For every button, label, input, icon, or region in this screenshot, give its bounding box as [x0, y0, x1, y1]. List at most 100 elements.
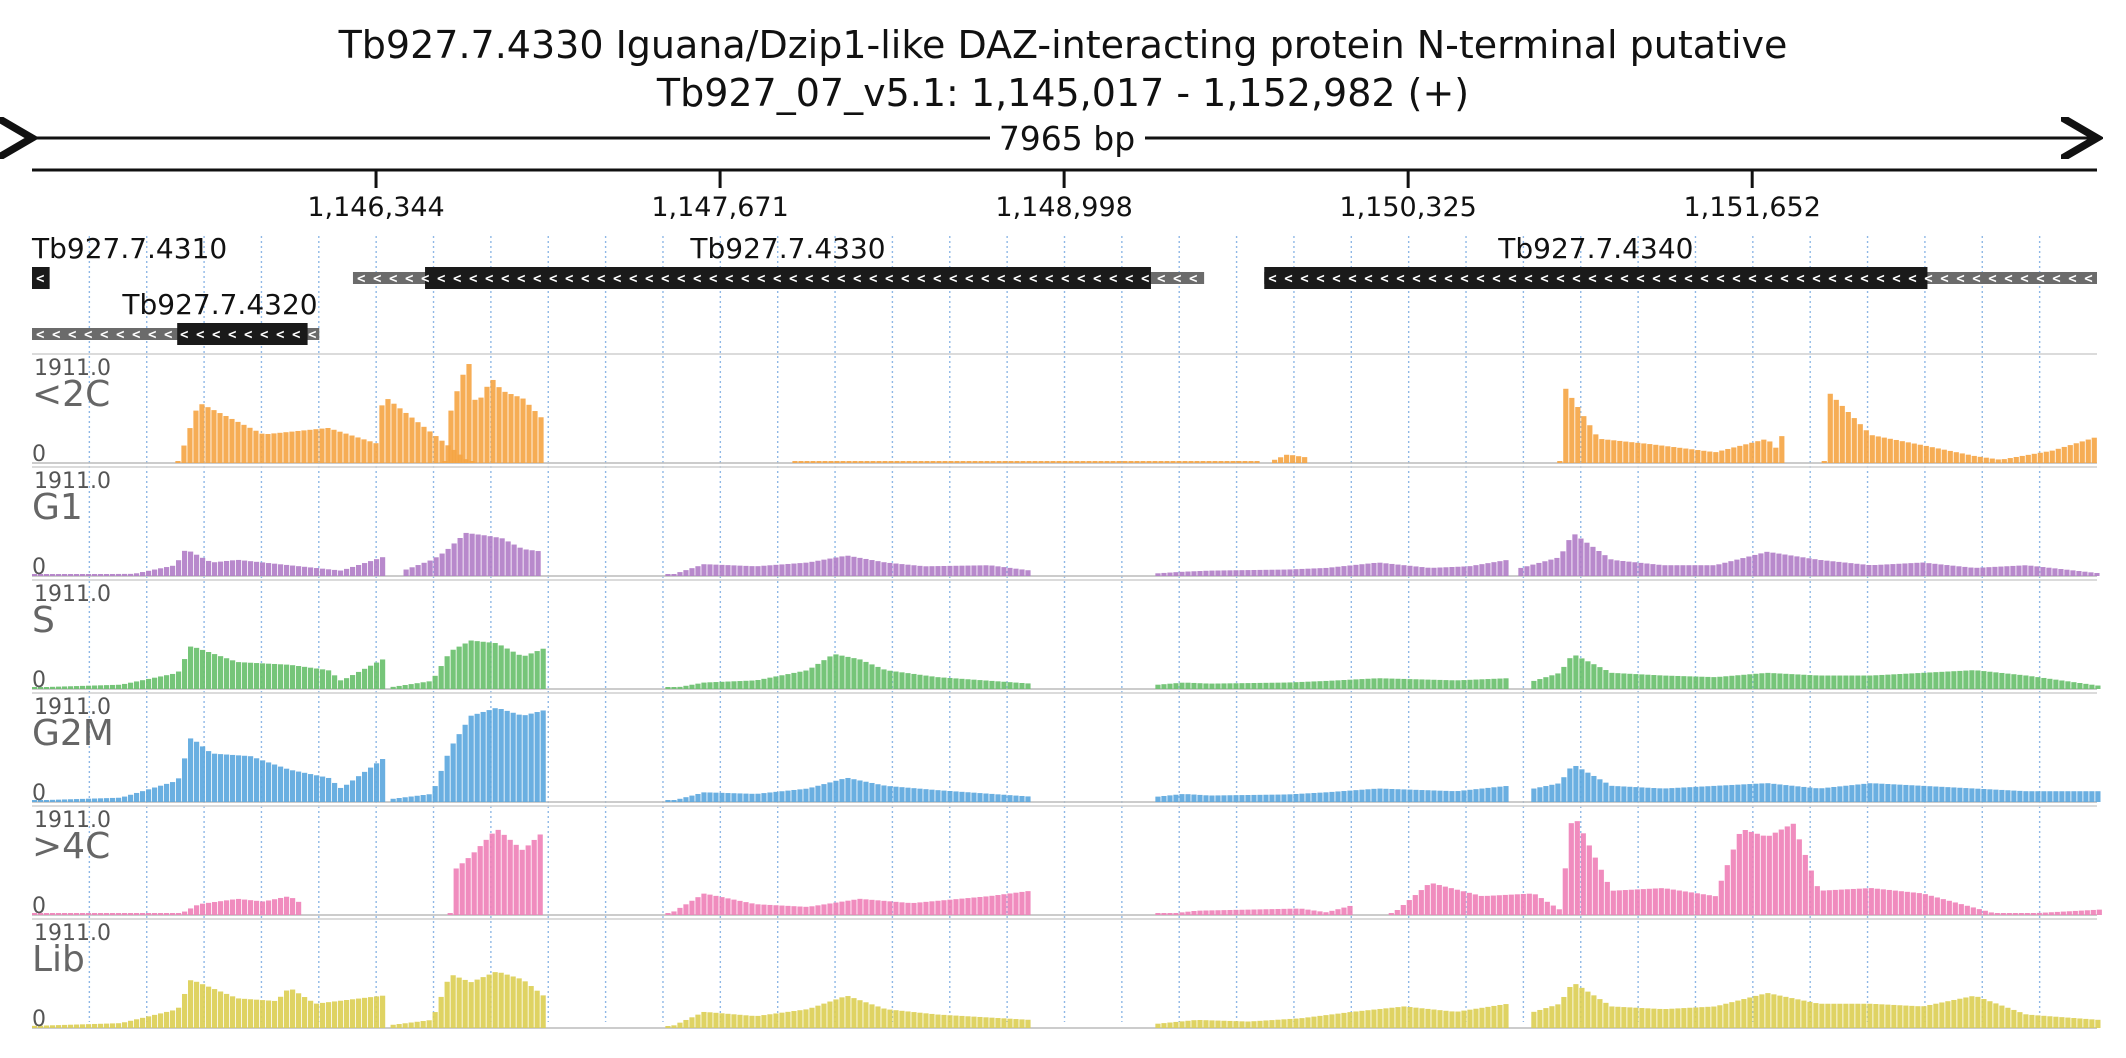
coverage-bar [809, 561, 815, 576]
coverage-bar [1604, 881, 1610, 915]
coverage-bar [1743, 444, 1749, 463]
coverage-bar [977, 565, 983, 576]
coverage-bar [1741, 784, 1747, 802]
coverage-bar [689, 684, 695, 689]
coverage-bar [1921, 1006, 1927, 1028]
coverage-bar [56, 574, 62, 576]
coverage-bar [493, 537, 499, 576]
coverage-bar [1634, 889, 1640, 915]
coverage-bar [1903, 673, 1909, 689]
coverage-bar [368, 561, 374, 576]
coverage-bar [176, 671, 182, 689]
coverage-bar [995, 895, 1001, 915]
coverage-bar [1801, 1000, 1807, 1028]
coverage-bar [767, 565, 773, 576]
coverage-bar [266, 563, 272, 576]
coverage-bar [1449, 791, 1455, 802]
coverage-bar [954, 461, 960, 463]
coverage-bar [857, 780, 863, 802]
coverage-bar [525, 845, 531, 915]
coverage-bar [1491, 1005, 1497, 1028]
coverage-bar [1146, 461, 1152, 463]
coverage-bar [1542, 561, 1548, 576]
coverage-bar [990, 461, 996, 463]
coverage-bar [1383, 788, 1389, 802]
coverage-bar [1245, 570, 1251, 576]
coverage-bar [785, 905, 791, 915]
coverage-bar [98, 1023, 104, 1028]
coverage-bar [1502, 894, 1508, 915]
coverage-bar [2012, 913, 2018, 915]
coverage-bar [1413, 789, 1419, 802]
coverage-bar [182, 993, 188, 1028]
coverage-bar [995, 681, 1001, 689]
coverage-bar [1191, 1020, 1197, 1028]
coverage-bar [1923, 445, 1929, 463]
coverage-bar [468, 715, 474, 802]
coverage-bar [511, 544, 517, 576]
coverage-bar [893, 1010, 899, 1028]
coverage-bar [1754, 833, 1760, 915]
coverage-bar [122, 913, 128, 915]
coverage-bar [822, 461, 828, 463]
coverage-bar [965, 898, 971, 915]
coverage-bar [1767, 441, 1773, 463]
coverage-bar [199, 404, 205, 463]
coverage-bar [290, 989, 296, 1028]
coverage-bar [1908, 563, 1914, 576]
coverage-bar [1627, 786, 1633, 802]
coverage-bar [403, 412, 409, 463]
coverage-bar [1771, 994, 1777, 1028]
coverage-bar [1575, 407, 1581, 463]
coverage-bar [875, 1006, 881, 1028]
coverage-bar [522, 981, 528, 1028]
coverage-bar [86, 798, 92, 802]
strand-arrow: < [1093, 271, 1101, 287]
coverage-bar [1695, 450, 1701, 463]
coverage-bar [1633, 787, 1639, 802]
strand-arrow: < [741, 271, 749, 287]
coverage-bar [1293, 682, 1299, 689]
coverage-bar [538, 417, 544, 463]
strand-arrow: < [164, 327, 172, 343]
coverage-bar [134, 1019, 140, 1028]
strand-arrow: < [1300, 271, 1308, 287]
coverage-bar [971, 1016, 977, 1028]
coverage-bar [1848, 563, 1854, 576]
coverage-bar [1555, 1004, 1561, 1028]
coverage-bar [1407, 679, 1413, 689]
coverage-bar [911, 788, 917, 802]
coverage-bar [1347, 1012, 1353, 1028]
coverage-bar [1580, 833, 1586, 915]
coverage-bar [2077, 1018, 2083, 1028]
coverage-bar [2078, 910, 2084, 915]
coverage-bar [134, 681, 140, 689]
coverage-bar [355, 437, 361, 463]
coverage-bar [737, 565, 743, 576]
coverage-bar [98, 685, 104, 689]
coverage-bar [442, 461, 448, 463]
coverage-bar [380, 759, 386, 802]
coverage-bar [882, 461, 888, 463]
coverage-bar [1311, 910, 1317, 915]
coverage-bar [1875, 436, 1881, 463]
strand-arrow: < [1652, 271, 1660, 287]
coverage-bar [1765, 672, 1771, 689]
coverage-bar [767, 792, 773, 802]
coverage-bar [989, 793, 995, 802]
coverage-bar [1197, 910, 1203, 915]
coverage-bar [368, 767, 374, 802]
coverage-bar [2029, 1014, 2035, 1028]
coverage-bar [1952, 902, 1958, 915]
strand-arrow: < [981, 271, 989, 287]
coverage-bar [1748, 831, 1754, 915]
strand-arrow: < [1636, 271, 1644, 287]
coverage-bar [875, 666, 881, 689]
coverage-bar [833, 654, 839, 689]
coverage-bar [701, 792, 707, 802]
coverage-bar [74, 1024, 80, 1028]
coverage-bar [1209, 570, 1215, 576]
coverage-bar [1341, 1012, 1347, 1028]
coverage-bar [1419, 1008, 1425, 1028]
